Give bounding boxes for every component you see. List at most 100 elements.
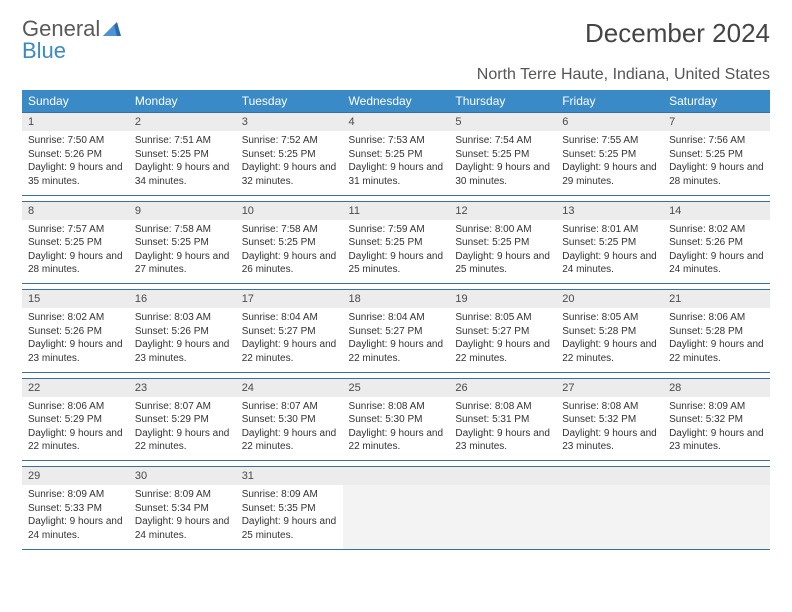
sunrise-line: Sunrise: 8:09 AM — [242, 489, 318, 500]
day-number: 7 — [663, 113, 770, 132]
daylight-line: Daylight: 9 hours and 22 minutes. — [669, 339, 764, 364]
day-cell: Sunrise: 8:08 AMSunset: 5:32 PMDaylight:… — [556, 397, 663, 461]
daylight-line: Daylight: 9 hours and 25 minutes. — [242, 516, 337, 541]
day-cell: Sunrise: 7:58 AMSunset: 5:25 PMDaylight:… — [236, 220, 343, 284]
day-cell: Sunrise: 8:09 AMSunset: 5:35 PMDaylight:… — [236, 485, 343, 549]
day-data-row: Sunrise: 7:57 AM Sunset: 5:25 PM Daylight:… — [22, 220, 770, 284]
daylight-line: Daylight: 9 hours and 28 minutes. — [669, 162, 764, 187]
day-cell: Sunrise: 8:02 AMSunset: 5:26 PMDaylight:… — [22, 308, 129, 372]
sunrise-line: Sunrise: 8:03 AM — [135, 312, 211, 323]
day-number: 28 — [663, 378, 770, 397]
sunrise-line: Sunrise: 8:07 AM — [242, 401, 318, 412]
daylight-line: Daylight: 9 hours and 22 minutes. — [455, 339, 550, 364]
sunrise-line: Sunrise: 7:57 AM — [28, 224, 104, 235]
sunset-line: Sunset: 5:30 PM — [242, 414, 316, 425]
sunrise-line: Sunrise: 8:06 AM — [28, 401, 104, 412]
day-cell: Sunrise: 8:01 AM Sunset: 5:25 PM Daylight:… — [556, 220, 663, 284]
sunset-line: Sunset: 5:26 PM — [28, 326, 102, 337]
sunrise-line: Sunrise: 8:09 AM — [135, 489, 211, 500]
daylight-line: Daylight: 9 hours and 23 minutes. — [669, 428, 764, 453]
day-number-row: 22232425262728 — [22, 378, 770, 397]
sunrise-line: Sunrise: 8:02 AM — [28, 312, 104, 323]
day-number: 21 — [663, 290, 770, 309]
calendar-table: SundayMondayTuesdayWednesdayThursdayFrid… — [22, 90, 770, 550]
sunrise-line: Sunrise: 8:06 AM — [669, 312, 745, 323]
weekday-header: Sunday — [22, 90, 129, 113]
day-cell — [343, 485, 450, 549]
day-cell: Sunrise: 8:08 AMSunset: 5:30 PMDaylight:… — [343, 397, 450, 461]
day-number: 30 — [129, 467, 236, 486]
daylight-line: Daylight: 9 hours and 24 minutes. — [669, 251, 764, 276]
day-cell: Sunrise: 8:06 AMSunset: 5:29 PMDaylight:… — [22, 397, 129, 461]
sunrise-line: Sunrise: 7:51 AM — [135, 135, 211, 146]
day-number: 20 — [556, 290, 663, 309]
sunset-line: Sunset: 5:27 PM — [242, 326, 316, 337]
day-number: 6 — [556, 113, 663, 132]
day-cell — [449, 485, 556, 549]
day-number: 18 — [343, 290, 450, 309]
daylight-line: Daylight: 9 hours and 25 minutes. — [349, 251, 444, 276]
sunrise-line: Sunrise: 8:08 AM — [562, 401, 638, 412]
sunset-line: Sunset: 5:34 PM — [135, 503, 209, 514]
daylight-line: Daylight: 9 hours and 22 minutes. — [242, 428, 337, 453]
weekday-header: Monday — [129, 90, 236, 113]
day-cell: Sunrise: 7:53 AMSunset: 5:25 PMDaylight:… — [343, 131, 450, 195]
day-number: 8 — [22, 201, 129, 220]
daylight-line: Daylight: 9 hours and 22 minutes. — [349, 428, 444, 453]
day-number: 9 — [129, 201, 236, 220]
day-cell: Sunrise: 8:04 AMSunset: 5:27 PMDaylight:… — [236, 308, 343, 372]
sunrise-line: Sunrise: 7:53 AM — [349, 135, 425, 146]
daylight-line: Daylight: 9 hours and 24 minutes. — [562, 251, 657, 276]
sunset-line: Sunset: 5:29 PM — [135, 414, 209, 425]
day-cell: Sunrise: 8:04 AMSunset: 5:27 PMDaylight:… — [343, 308, 450, 372]
day-cell: Sunrise: 8:09 AMSunset: 5:32 PMDaylight:… — [663, 397, 770, 461]
day-number: 24 — [236, 378, 343, 397]
day-cell: Sunrise: 8:09 AM Sunset: 5:34 PM Daylight:… — [129, 485, 236, 549]
day-cell: Sunrise: 8:09 AMSunset: 5:33 PMDaylight:… — [22, 485, 129, 549]
sunset-line: Sunset: 5:25 PM — [242, 149, 316, 160]
sunrise-line: Sunrise: 8:05 AM — [562, 312, 638, 323]
daylight-line: Daylight: 9 hours and 31 minutes. — [349, 162, 444, 187]
day-cell: Sunrise: 7:50 AMSunset: 5:26 PMDaylight:… — [22, 131, 129, 195]
day-number: 22 — [22, 378, 129, 397]
daylight-line: Daylight: 9 hours and 30 minutes. — [455, 162, 550, 187]
day-cell: Sunrise: 7:58 AMSunset: 5:25 PMDaylight:… — [129, 220, 236, 284]
sunrise-line: Sunrise: 7:54 AM — [455, 135, 531, 146]
daylight-line: Daylight: 9 hours and 22 minutes. — [242, 339, 337, 364]
day-cell: Sunrise: 8:05 AMSunset: 5:27 PMDaylight:… — [449, 308, 556, 372]
day-number — [449, 467, 556, 486]
sunset-line: Sunset: 5:29 PM — [28, 414, 102, 425]
brand-word2: Blue — [22, 38, 66, 63]
brand-logo: General Blue — [22, 18, 121, 62]
sunset-line: Sunset: 5:33 PM — [28, 503, 102, 514]
day-cell: Sunrise: 7:51 AMSunset: 5:25 PMDaylight:… — [129, 131, 236, 195]
day-number: 17 — [236, 290, 343, 309]
day-number-row: 891011121314 — [22, 201, 770, 220]
daylight-line: Daylight: 9 hours and 26 minutes. — [242, 251, 337, 276]
day-cell: Sunrise: 7:55 AMSunset: 5:25 PMDaylight:… — [556, 131, 663, 195]
calendar-body: 1234567Sunrise: 7:50 AMSunset: 5:26 PMDa… — [22, 113, 770, 550]
sunset-line: Sunset: 5:25 PM — [562, 237, 636, 248]
weekday-header: Friday — [556, 90, 663, 113]
day-cell: Sunrise: 8:02 AMSunset: 5:26 PMDaylight:… — [663, 220, 770, 284]
weekday-header-row: SundayMondayTuesdayWednesdayThursdayFrid… — [22, 90, 770, 113]
day-number: 3 — [236, 113, 343, 132]
day-number: 25 — [343, 378, 450, 397]
daylight-line: Daylight: 9 hours and 22 minutes. — [562, 339, 657, 364]
day-number-row: 15161718192021 — [22, 290, 770, 309]
day-number: 26 — [449, 378, 556, 397]
sunset-line: Sunset: 5:25 PM — [28, 237, 102, 248]
day-number: 14 — [663, 201, 770, 220]
daylight-line: Daylight: 9 hours and 24 minutes. — [135, 516, 230, 541]
day-cell: Sunrise: 7:56 AMSunset: 5:25 PMDaylight:… — [663, 131, 770, 195]
header: General Blue December 2024 — [22, 18, 770, 62]
sunrise-line: Sunrise: 8:01 AM — [562, 224, 638, 235]
day-number: 29 — [22, 467, 129, 486]
sunrise-line: Sunrise: 7:56 AM — [669, 135, 745, 146]
day-number: 31 — [236, 467, 343, 486]
sunrise-line: Sunrise: 8:07 AM — [135, 401, 211, 412]
daylight-line: Daylight: 9 hours and 23 minutes. — [562, 428, 657, 453]
day-number: 2 — [129, 113, 236, 132]
daylight-line: Daylight: 9 hours and 35 minutes. — [28, 162, 123, 187]
sunset-line: Sunset: 5:25 PM — [349, 237, 423, 248]
